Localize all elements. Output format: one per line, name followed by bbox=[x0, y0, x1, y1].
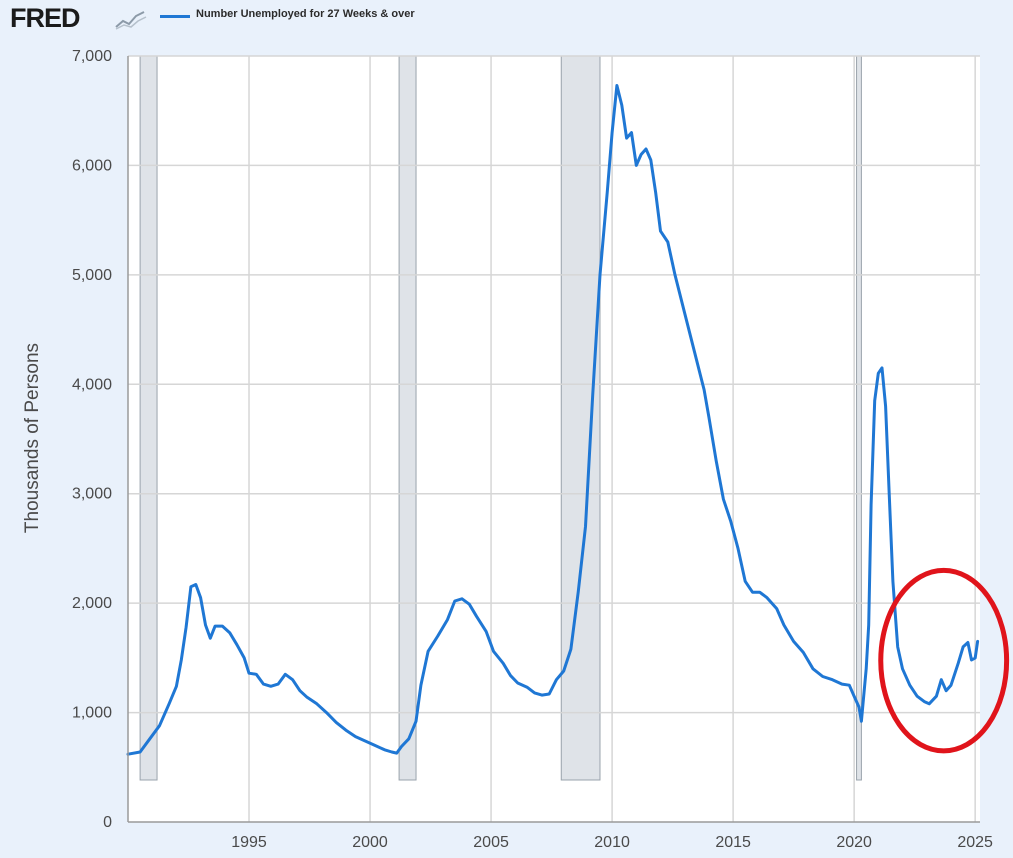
x-tick-label: 2000 bbox=[352, 834, 388, 851]
y-tick-label: 4,000 bbox=[72, 376, 112, 393]
y-tick-label: 3,000 bbox=[72, 486, 112, 503]
y-tick-label: 7,000 bbox=[72, 48, 112, 65]
chart-header: FRED Number Unemployed for 27 Weeks & ov… bbox=[0, 0, 1013, 40]
fred-logo: FRED bbox=[10, 3, 80, 33]
annotation-circle bbox=[878, 567, 1010, 754]
recession-band-2 bbox=[398, 55, 417, 781]
recession-band-3 bbox=[560, 55, 601, 781]
x-tick-label: 2015 bbox=[715, 834, 751, 851]
x-tick-label: 2020 bbox=[836, 834, 872, 851]
y-tick-label: 0 bbox=[103, 814, 112, 831]
fred-logo-graph-icon bbox=[114, 8, 148, 30]
recession-band-4 bbox=[856, 55, 862, 781]
legend-label: Number Unemployed for 27 Weeks & over bbox=[196, 8, 415, 20]
y-axis-title: Thousands of Persons bbox=[22, 343, 43, 533]
y-tick-label: 6,000 bbox=[72, 157, 112, 174]
annotation-layer bbox=[878, 567, 1010, 754]
legend-swatch bbox=[160, 15, 190, 18]
x-tick-label: 2025 bbox=[957, 834, 993, 851]
series-layer bbox=[126, 84, 980, 756]
y-tick-label: 2,000 bbox=[72, 595, 112, 612]
axis-layer: 0 1,000 2,000 3,000 4,000 5,000 6,000 7,000 1995… bbox=[72, 48, 993, 851]
y-tick-label: 1,000 bbox=[72, 705, 112, 722]
recession-band-1 bbox=[139, 55, 158, 781]
series-line-1 bbox=[126, 84, 980, 756]
x-tick-label: 2010 bbox=[594, 834, 630, 851]
x-tick-label: 2005 bbox=[473, 834, 509, 851]
y-tick-label: 5,000 bbox=[72, 267, 112, 284]
x-tick-label: 1995 bbox=[231, 834, 267, 851]
plot-area bbox=[128, 56, 980, 822]
